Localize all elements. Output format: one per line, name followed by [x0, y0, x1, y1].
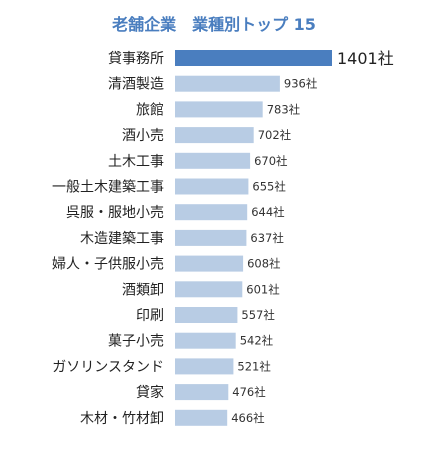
bar: [175, 152, 251, 169]
value-label: 936社: [284, 77, 318, 91]
value-label: 557社: [241, 308, 275, 322]
category-label: 婦人・子供服小売: [52, 256, 164, 273]
value-label: 542社: [240, 334, 274, 348]
bar: [175, 75, 280, 92]
bar: [175, 204, 248, 221]
value-label: 521社: [237, 359, 271, 373]
bar: [175, 384, 229, 401]
value-label: 655社: [252, 180, 286, 194]
category-label: 酒類卸: [122, 282, 164, 298]
value-label: 476社: [232, 385, 266, 399]
bar: [175, 229, 247, 246]
value-label: 637社: [250, 231, 284, 245]
value-label: 601社: [246, 282, 280, 296]
value-label: 783社: [267, 102, 301, 116]
category-label: 木造建築工事: [80, 231, 164, 247]
bar: [175, 281, 243, 298]
value-label: 608社: [247, 257, 281, 271]
category-label: 土木工事: [108, 154, 164, 170]
category-label: 旅館: [136, 101, 164, 118]
bar: [175, 127, 254, 144]
category-label: 印刷: [136, 308, 164, 324]
category-label: 木材・竹材卸: [80, 411, 164, 427]
bar: [175, 307, 238, 323]
category-label: ガソリンスタンド: [52, 359, 164, 375]
category-label: 菓子小売: [108, 334, 164, 350]
category-label: 清酒製造: [108, 77, 164, 93]
chart-title: 老舗企業 業種別トップ 15: [111, 15, 316, 34]
category-label: 貸家: [136, 384, 164, 401]
bar: [175, 178, 249, 195]
bar: [175, 255, 244, 272]
category-label: 一般土木建築工事: [52, 180, 164, 196]
value-label: 466社: [231, 411, 265, 425]
bar: [175, 358, 234, 375]
category-label: 酒小売: [122, 128, 164, 144]
value-label: 670社: [254, 154, 288, 168]
category-label: 貸事務所: [108, 51, 164, 67]
bar: [175, 409, 228, 426]
bar: [175, 101, 263, 118]
category-label: 呉服・服地小売: [66, 205, 164, 221]
bar: [175, 332, 236, 349]
value-label: 644社: [251, 205, 285, 219]
value-label: 702社: [258, 128, 292, 142]
value-label: 1401社: [337, 49, 394, 68]
bar-highlight: [175, 50, 332, 66]
